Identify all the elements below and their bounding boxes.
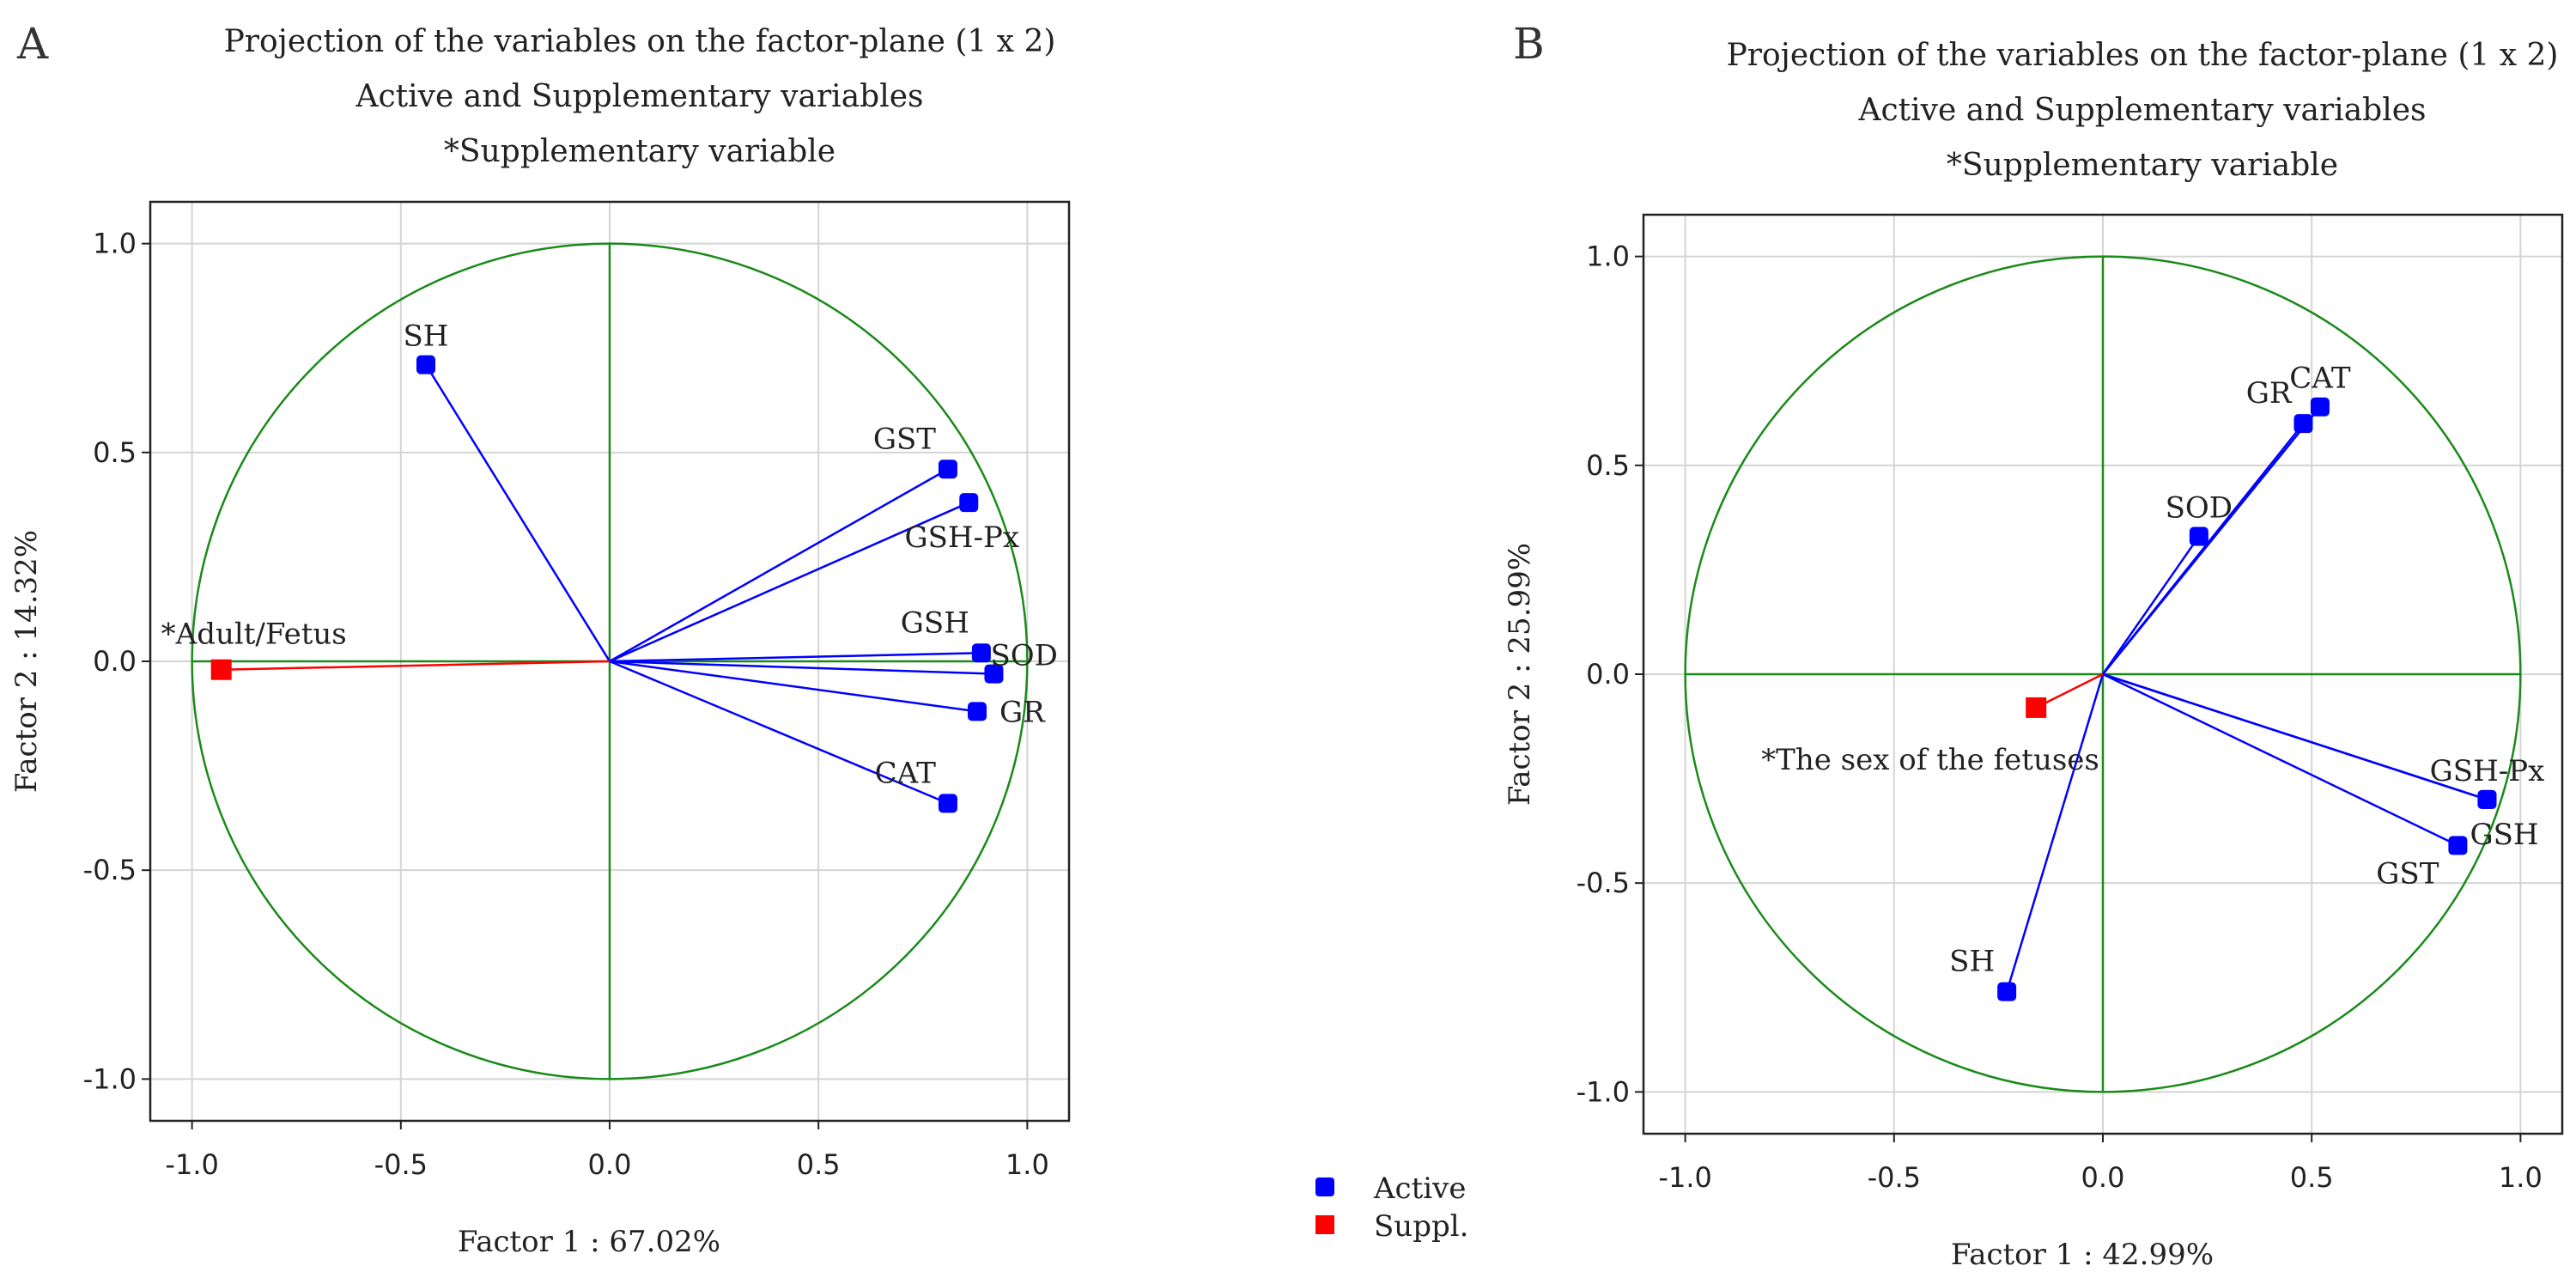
legend: Active Suppl. — [1288, 1164, 1511, 1267]
data-point-active — [416, 355, 435, 374]
x-tick-label: -1.0 — [165, 1148, 218, 1181]
data-point-label: *The sex of the fetuses — [1761, 743, 2099, 777]
data-point-active — [984, 664, 1004, 684]
vector-thesexofthefetuses — [2035, 672, 2104, 709]
vector-sh — [2005, 673, 2105, 992]
y-axis-label: Factor 2 : 25.99% — [1503, 543, 1537, 806]
x-tick-label: 1.0 — [2499, 1161, 2543, 1194]
x-tick-label: -0.5 — [1868, 1161, 1921, 1194]
vector-adultfetus — [221, 660, 611, 671]
vector-gsh — [609, 652, 981, 663]
data-point-label: GST — [873, 422, 936, 456]
chart-title-line: *Supplementary variable — [1947, 148, 2338, 183]
data-point-active — [968, 702, 987, 721]
legend-label-active: Active — [1373, 1171, 1466, 1206]
x-tick-label: 1.0 — [1005, 1148, 1049, 1181]
y-tick-label: 0.5 — [93, 436, 137, 469]
panel-letter: A — [16, 19, 49, 69]
x-axis-label: Factor 1 : 67.02% — [458, 1225, 720, 1259]
x-axis-label: Factor 1 : 42.99% — [1951, 1238, 2214, 1272]
factor-plane-chart-b: B Projection of the variables on the fact… — [1503, 19, 2564, 1272]
data-point-label: CAT — [875, 756, 937, 790]
vector-gsh — [2102, 672, 2488, 801]
chart-title-line: Active and Supplementary variables — [1858, 93, 2427, 128]
data-point-active — [971, 643, 991, 663]
chart-panel-b: B Projection of the variables on the fact… — [1503, 0, 2576, 1284]
vector-cat — [609, 660, 949, 805]
x-tick-label: 0.0 — [588, 1148, 632, 1181]
data-point-label: CAT — [2289, 362, 2351, 396]
y-tick-label: -0.5 — [1577, 867, 1630, 899]
x-tick-label: -1.0 — [1658, 1161, 1711, 1194]
vector-gr — [2102, 423, 2305, 675]
data-point-label: GR — [999, 695, 1046, 729]
panel-letter: B — [1513, 19, 1545, 69]
vector-gr — [609, 660, 978, 713]
chart-title-line: Projection of the variables on the facto… — [1727, 38, 2559, 73]
data-point-active — [2189, 526, 2208, 546]
vector-sod — [2101, 535, 2200, 675]
factor-plane-chart-a: A Projection of the variables on the fact… — [9, 19, 1071, 1259]
vector-sh — [424, 364, 611, 662]
data-point-supplementary — [210, 659, 232, 680]
y-tick-label: 1.0 — [1586, 240, 1630, 273]
y-tick-label: 1.0 — [93, 228, 137, 260]
data-point-label: GSH-Px — [2430, 754, 2545, 788]
data-point-label: *Adult/Fetus — [161, 618, 347, 652]
legend-label-suppl: Suppl. — [1374, 1209, 1468, 1244]
y-tick-label: 0.0 — [93, 645, 137, 678]
vector-gst — [609, 468, 949, 663]
data-point-label: GR — [2246, 376, 2293, 411]
chart-panel-a: A Projection of the variables on the fact… — [0, 0, 1108, 1284]
data-point-active — [2310, 397, 2330, 417]
y-tick-label: 0.0 — [1586, 658, 1630, 691]
data-point-label: SH — [1949, 945, 1995, 979]
vector-sod — [609, 660, 994, 675]
y-tick-label: -1.0 — [83, 1062, 137, 1095]
legend-marker-active — [1315, 1178, 1334, 1196]
data-point-active — [2477, 789, 2497, 809]
data-point-active — [2448, 836, 2468, 855]
x-tick-label: 0.0 — [2081, 1161, 2125, 1194]
data-point-active — [938, 459, 957, 479]
data-point-label: GSH-Px — [904, 520, 1019, 555]
y-tick-label: -0.5 — [83, 854, 137, 886]
data-point-label: GSH — [901, 605, 969, 640]
y-tick-label: -1.0 — [1577, 1075, 1630, 1108]
chart-title-line: Projection of the variables on the facto… — [224, 24, 1056, 59]
data-point-active — [2293, 414, 2313, 434]
x-tick-label: 0.5 — [797, 1148, 841, 1181]
vector-gst — [2102, 672, 2458, 847]
data-point-supplementary — [2026, 697, 2047, 718]
data-point-label: SOD — [990, 639, 1057, 673]
data-point-label: SH — [404, 319, 449, 354]
data-point-active — [1997, 982, 2017, 1001]
chart-title-line: Active and Supplementary variables — [355, 79, 924, 114]
x-tick-label: -0.5 — [374, 1148, 428, 1181]
y-tick-label: 0.5 — [1586, 449, 1630, 482]
vector-gshpx — [609, 502, 969, 663]
x-tick-label: 0.5 — [2290, 1161, 2334, 1194]
data-point-label: GSH — [2470, 818, 2538, 852]
data-point-active — [959, 493, 979, 513]
chart-title-line: *Supplementary variable — [444, 134, 835, 169]
data-point-label: GST — [2376, 856, 2439, 891]
data-point-label: SOD — [2166, 491, 2233, 526]
y-axis-label: Factor 2 : 14.32% — [9, 530, 44, 793]
data-point-active — [938, 794, 957, 813]
legend-marker-suppl — [1315, 1215, 1334, 1234]
